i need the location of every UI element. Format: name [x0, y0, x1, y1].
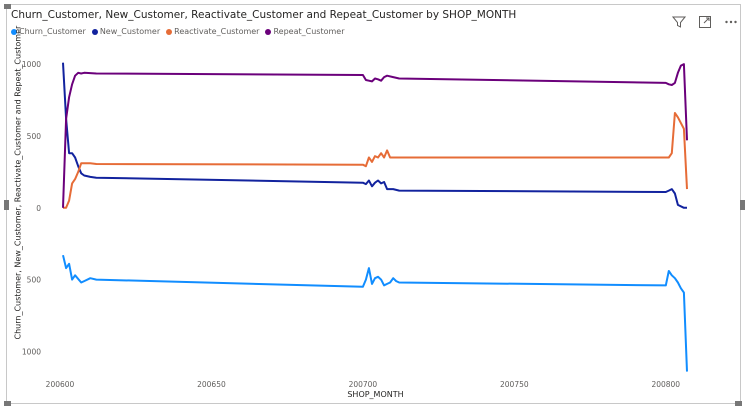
resize-handle-right[interactable]	[740, 200, 745, 210]
legend-label: New_Customer	[99, 27, 161, 36]
legend-label: Repeat_Customer	[273, 27, 345, 36]
filter-icon[interactable]	[671, 14, 687, 30]
resize-handle-left[interactable]	[4, 200, 9, 210]
legend-item-churn-customer[interactable]: Churn_Customer	[11, 27, 86, 36]
series-line-new-customer[interactable]	[62, 62, 687, 209]
more-options-icon[interactable]	[723, 14, 739, 30]
legend-marker	[265, 28, 272, 35]
legend-item-reactivate-customer[interactable]: Reactivate_Customer	[166, 27, 259, 36]
y-tick-label: 1000	[22, 60, 41, 69]
series-line-churn-customer[interactable]	[62, 254, 688, 372]
chart-title: Churn_Customer, New_Customer, Reactivate…	[11, 9, 517, 21]
y-tick-label: 0	[36, 204, 41, 213]
focus-mode-icon[interactable]	[697, 14, 713, 30]
series-line-reactivate-customer[interactable]	[63, 112, 688, 209]
legend-marker	[166, 28, 173, 35]
resize-handle-bottom-left[interactable]	[4, 401, 11, 406]
resize-handle-bottom-right[interactable]	[735, 401, 742, 406]
legend-marker	[91, 28, 98, 35]
legend-item-repeat-customer[interactable]: Repeat_Customer	[265, 27, 345, 36]
legend-label: Churn_Customer	[19, 27, 86, 36]
x-tick-label: 200750	[500, 380, 529, 389]
y-tick-label: 500	[27, 276, 42, 285]
chart-legend: Churn_Customer New_Customer Reactivate_Cus…	[11, 27, 351, 36]
resize-handle-top-left[interactable]	[4, 4, 11, 9]
y-tick-label: 1000	[22, 347, 41, 356]
series-line-repeat-customer[interactable]	[62, 63, 688, 208]
legend-item-new-customer[interactable]: New_Customer	[91, 27, 161, 36]
x-tick-label: 200650	[197, 380, 226, 389]
legend-label: Reactivate_Customer	[174, 27, 260, 36]
visual-toolbar	[671, 14, 739, 30]
x-tick-label: 200600	[46, 380, 75, 389]
legend-marker	[11, 28, 17, 35]
y-tick-label: 500	[27, 132, 42, 141]
x-tick-label: 200800	[651, 380, 680, 389]
x-tick-label: 200700	[349, 380, 378, 389]
x-axis-title: SHOP_MONTH	[347, 390, 404, 399]
